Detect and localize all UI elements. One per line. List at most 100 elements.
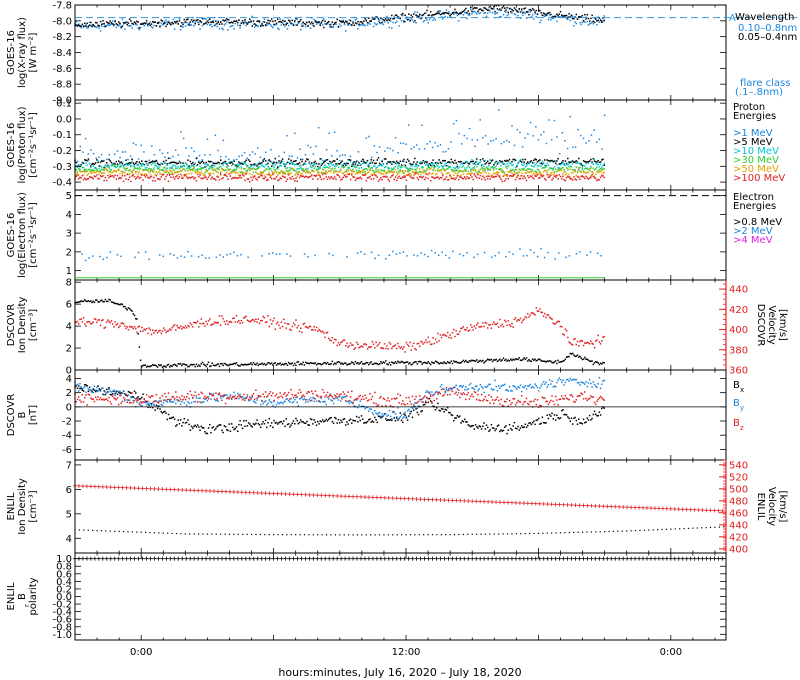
data-point — [312, 362, 314, 365]
data-point — [439, 385, 442, 388]
data-point — [185, 364, 188, 366]
data-point — [219, 174, 222, 176]
data-point — [548, 174, 551, 176]
data-point — [495, 172, 497, 174]
data-point — [195, 171, 198, 174]
data-point — [468, 360, 471, 362]
data-point — [428, 172, 431, 174]
data-point — [343, 396, 346, 398]
data-point — [496, 322, 499, 325]
data-point — [134, 256, 136, 259]
data-point — [565, 356, 568, 358]
data-point — [205, 161, 207, 164]
data-point — [318, 328, 320, 331]
data-point — [564, 358, 567, 361]
data-point — [575, 253, 578, 255]
data-point — [223, 169, 226, 172]
data-point — [147, 23, 149, 26]
data-point — [326, 331, 329, 334]
data-point — [312, 22, 314, 25]
data-point — [148, 327, 150, 329]
data-point — [232, 22, 234, 24]
data-point — [127, 329, 130, 331]
data-point — [295, 173, 297, 175]
data-point — [81, 170, 84, 173]
data-point — [463, 418, 466, 421]
data-point — [137, 396, 139, 398]
data-point — [256, 165, 258, 167]
data-point — [359, 163, 362, 166]
data-point — [198, 171, 200, 173]
data-point — [253, 164, 256, 167]
data-point — [76, 25, 79, 27]
data-point — [490, 327, 493, 329]
data-point — [278, 363, 280, 365]
data-point — [463, 169, 466, 172]
data-point — [366, 172, 369, 174]
data-point — [296, 401, 298, 404]
data-point — [365, 344, 368, 346]
data-point — [505, 11, 507, 13]
data-point — [457, 361, 460, 364]
data-point — [416, 176, 419, 179]
data-point — [198, 161, 200, 164]
data-point — [120, 255, 122, 258]
data-point — [251, 425, 254, 428]
data-point — [412, 163, 415, 165]
data-point — [391, 27, 393, 29]
data-point — [199, 168, 201, 171]
data-point — [465, 329, 467, 331]
data-point — [256, 321, 258, 323]
data-point — [522, 164, 524, 167]
data-point — [414, 361, 416, 363]
data-point — [224, 323, 227, 325]
data-point — [565, 163, 568, 166]
data-point — [325, 332, 328, 334]
data-point — [389, 170, 392, 173]
data-point — [387, 348, 389, 350]
data-point — [382, 347, 385, 350]
data-point — [217, 171, 220, 174]
data-point — [421, 167, 423, 169]
data-point — [528, 171, 530, 174]
data-point — [148, 404, 150, 407]
data-point — [270, 18, 273, 20]
data-point — [603, 335, 605, 338]
data-point — [287, 161, 290, 164]
data-point — [462, 14, 465, 16]
data-point — [421, 162, 423, 164]
data-point — [354, 347, 357, 349]
data-point — [249, 167, 251, 169]
data-point — [477, 173, 479, 176]
data-point — [206, 170, 209, 173]
data-point — [253, 423, 256, 426]
data-point — [104, 176, 107, 179]
data-point — [97, 177, 99, 180]
data-point — [199, 365, 201, 368]
data-point — [408, 363, 410, 365]
data-point — [469, 425, 472, 428]
data-point — [541, 416, 544, 419]
data-point — [398, 25, 400, 27]
data-point — [240, 177, 243, 179]
data-point — [398, 345, 400, 348]
data-point — [429, 179, 432, 182]
data-point — [558, 417, 561, 420]
data-point — [411, 416, 414, 419]
data-point — [423, 178, 426, 181]
data-point — [406, 419, 409, 421]
data-point — [472, 11, 474, 13]
data-point — [283, 363, 285, 366]
data-point — [88, 176, 91, 178]
data-point — [368, 135, 370, 138]
data-point — [232, 317, 234, 320]
data-point — [127, 173, 130, 176]
data-point — [196, 173, 199, 176]
data-point — [156, 173, 159, 175]
data-point — [138, 168, 141, 171]
data-point — [341, 421, 343, 423]
data-point — [490, 423, 493, 426]
data-point — [196, 168, 199, 170]
data-point — [366, 169, 369, 171]
data-point — [450, 337, 453, 339]
